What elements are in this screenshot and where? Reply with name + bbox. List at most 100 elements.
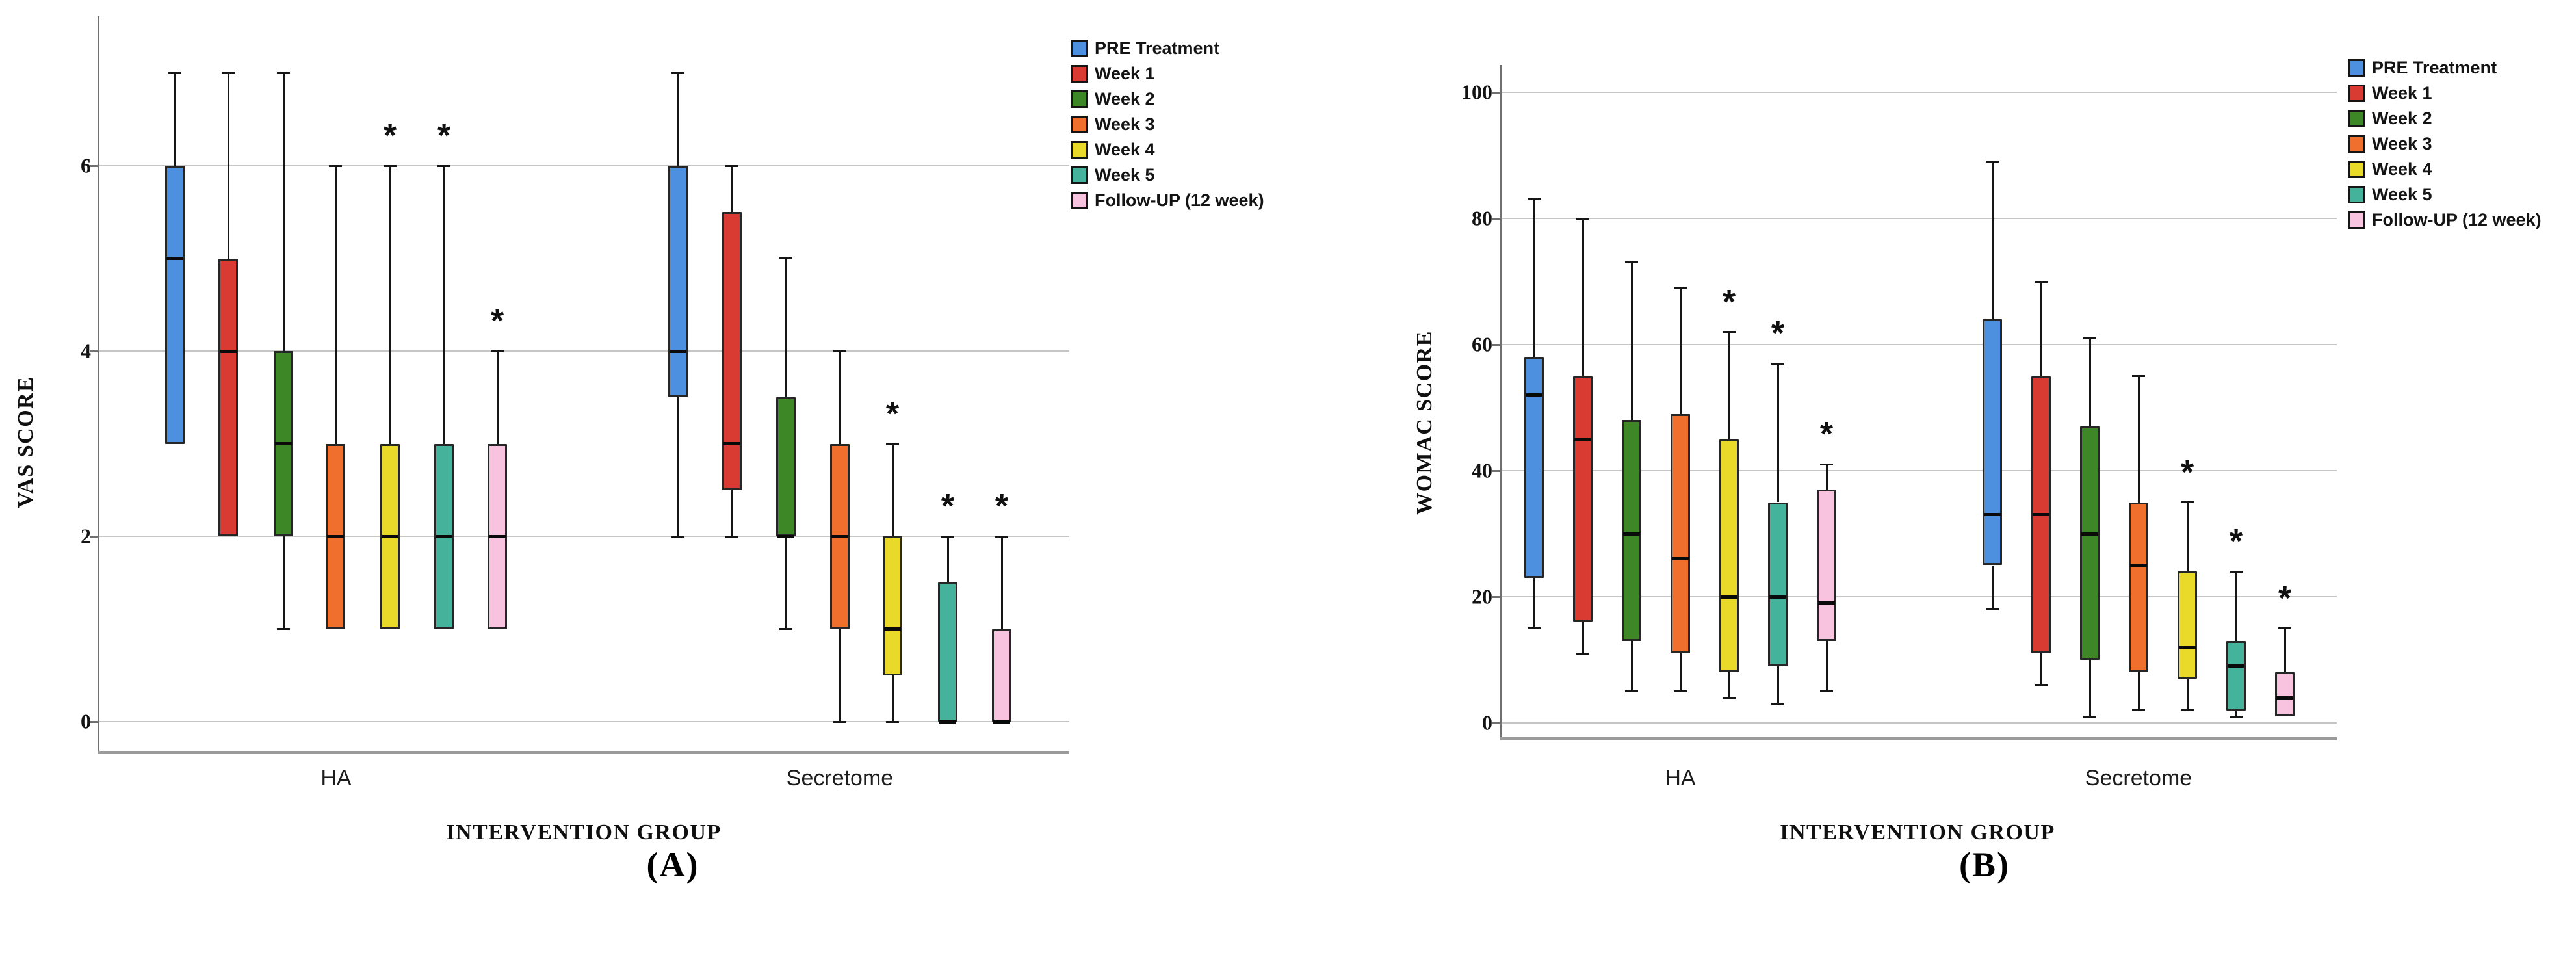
panel-a-y-tick-2 <box>90 535 99 538</box>
panel-a-y-tick-label-4: 4 <box>81 339 91 363</box>
panel-b-category-label-secretome: Secretome <box>2085 766 2192 791</box>
whisker-lower-panel-b-ha-pre-treatment <box>1533 577 1535 629</box>
median-panel-b-secretome-week-2 <box>2081 532 2098 536</box>
panel-b-y-tick-label-60: 60 <box>1472 332 1492 356</box>
whisker-upper-panel-b-ha-week-5 <box>1776 363 1779 503</box>
box-panel-a-secretome-week-2 <box>776 397 796 536</box>
panel-b-legend-swatch-week-4 <box>2348 161 2365 178</box>
box-panel-b-secretome-week-4 <box>2178 571 2197 679</box>
panel-b-legend: PRE Treatment Week 1 Week 2 Week 3 Week 4 Wee… <box>2348 55 2542 233</box>
whisker-lower-panel-b-secretome-week-5 <box>2235 710 2237 717</box>
panel-b-gridline-0 <box>1502 722 2337 724</box>
panel-a-legend-swatch-week-2 <box>1071 90 1088 108</box>
whisker-upper-panel-b-secretome-week-3 <box>2137 376 2140 503</box>
whisker-upper-panel-b-ha-week-1 <box>1581 218 1584 376</box>
whisker-cap-lower-panel-a-secretome-pre-treatment <box>671 535 684 538</box>
whisker-upper-panel-a-ha-week-2 <box>282 73 285 351</box>
panel-b-y-tick-40 <box>1492 469 1502 472</box>
whisker-upper-panel-b-secretome-week-5 <box>2235 571 2237 641</box>
whisker-cap-lower-panel-b-ha-week-2 <box>1625 690 1638 692</box>
whisker-upper-panel-a-secretome-week-5 <box>946 536 949 583</box>
whisker-cap-upper-panel-b-secretome-week-4 <box>2181 501 2194 503</box>
box-panel-a-secretome-week-5 <box>938 582 957 722</box>
panel-a-legend-swatch-week-1 <box>1071 65 1088 83</box>
panel-b-legend-item-week-1: Week 1 <box>2348 81 2542 106</box>
whisker-cap-lower-panel-a-secretome-week-2 <box>779 628 792 630</box>
whisker-cap-upper-panel-a-ha-week-2 <box>277 72 290 74</box>
whisker-cap-lower-panel-b-secretome-week-2 <box>2083 715 2096 718</box>
panel-a-y-tick-6 <box>90 164 99 167</box>
panel-b-gridline-80 <box>1502 218 2337 219</box>
panel-a-legend-swatch-pre-treatment <box>1071 40 1088 57</box>
whisker-cap-upper-panel-a-secretome-week-3 <box>833 350 846 352</box>
panel-b-y-tick-label-20: 20 <box>1472 584 1492 608</box>
panel-b-legend-item-week-3: Week 3 <box>2348 131 2542 157</box>
whisker-upper-panel-a-ha-week-3 <box>334 166 337 444</box>
significance-asterisk-panel-b-secretome-week-5: * <box>2229 523 2243 561</box>
median-panel-b-secretome-week-1 <box>2033 513 2049 517</box>
panel-a-legend-item-week-3: Week 3 <box>1071 112 1264 137</box>
panel-b-legend-label-week-3: Week 3 <box>2372 134 2432 153</box>
panel-b-legend-item-week-5: Week 5 <box>2348 182 2542 207</box>
panel-a-legend-item-week-2: Week 2 <box>1071 86 1264 112</box>
whisker-lower-panel-b-secretome-week-4 <box>2186 679 2189 711</box>
panel-a-gridline-2 <box>99 536 1069 537</box>
panel-b-y-tick-100 <box>1492 91 1502 94</box>
median-panel-b-secretome-week-5 <box>2228 664 2244 668</box>
box-panel-b-ha-week-2 <box>1622 420 1641 641</box>
panel-a-legend-swatch-follow-up-12-week <box>1071 192 1088 209</box>
panel-b-y-tick-80 <box>1492 217 1502 220</box>
whisker-upper-panel-a-ha-week-1 <box>227 73 229 259</box>
box-panel-b-ha-pre-treatment <box>1524 357 1544 578</box>
whisker-upper-panel-b-secretome-week-1 <box>2040 281 2042 376</box>
box-panel-b-ha-week-4 <box>1719 439 1739 673</box>
whisker-cap-lower-panel-b-ha-week-5 <box>1771 703 1784 705</box>
panel-b-legend-swatch-week-3 <box>2348 135 2365 153</box>
box-panel-b-ha-week-3 <box>1671 413 1690 654</box>
significance-asterisk-panel-b-secretome-week-4: * <box>2180 453 2194 491</box>
panel-a-y-axis-title: VAS SCORE <box>14 376 38 508</box>
median-panel-b-ha-week-2 <box>1623 532 1640 536</box>
whisker-cap-upper-panel-a-secretome-week-2 <box>779 257 792 259</box>
whisker-cap-upper-panel-a-secretome-week-4 <box>886 443 899 445</box>
panel-a-legend-swatch-week-3 <box>1071 116 1088 133</box>
whisker-cap-lower-panel-b-ha-week-3 <box>1674 690 1687 692</box>
panel-b-gridline-20 <box>1502 596 2337 597</box>
whisker-upper-panel-b-ha-week-4 <box>1728 332 1730 439</box>
whisker-upper-panel-a-secretome-follow-up-12-week <box>1000 536 1003 629</box>
whisker-lower-panel-b-ha-week-2 <box>1630 640 1633 692</box>
whisker-upper-panel-b-ha-follow-up-12-week <box>1825 464 1828 490</box>
median-panel-a-secretome-follow-up-12-week <box>993 720 1010 724</box>
whisker-lower-panel-b-ha-week-5 <box>1776 666 1779 704</box>
median-panel-a-ha-week-1 <box>220 349 237 353</box>
whisker-upper-panel-a-secretome-pre-treatment <box>677 73 679 166</box>
median-panel-b-secretome-week-3 <box>2130 564 2147 567</box>
median-panel-a-secretome-week-3 <box>831 534 848 538</box>
whisker-cap-lower-panel-b-ha-week-1 <box>1576 652 1589 655</box>
median-panel-b-ha-pre-treatment <box>1526 393 1542 397</box>
whisker-cap-upper-panel-b-secretome-pre-treatment <box>1986 161 1999 163</box>
panel-a-category-label-secretome: Secretome <box>786 766 894 791</box>
whisker-lower-panel-b-secretome-pre-treatment <box>1991 565 1994 610</box>
whisker-cap-upper-panel-a-secretome-week-1 <box>725 164 738 167</box>
whisker-cap-upper-panel-b-ha-week-1 <box>1576 217 1589 220</box>
whisker-lower-panel-b-ha-week-1 <box>1581 621 1584 654</box>
panel-b-legend-item-week-2: Week 2 <box>2348 106 2542 131</box>
panel-b-legend-swatch-week-1 <box>2348 85 2365 102</box>
panel-a-y-tick-label-2: 2 <box>81 524 91 548</box>
whisker-cap-upper-panel-a-ha-pre-treatment <box>168 72 181 74</box>
median-panel-b-secretome-pre-treatment <box>1984 513 2001 517</box>
panel-a-legend-label-week-1: Week 1 <box>1095 64 1155 83</box>
median-panel-b-secretome-week-4 <box>2179 646 2196 649</box>
whisker-lower-panel-a-secretome-week-1 <box>731 490 733 536</box>
whisker-lower-panel-a-secretome-pre-treatment <box>677 397 679 536</box>
significance-asterisk-panel-a-secretome-follow-up-12-week: * <box>995 488 1009 525</box>
whisker-cap-upper-panel-a-secretome-follow-up-12-week <box>995 535 1008 538</box>
panel-b-caption: (B) <box>1959 845 2010 884</box>
whisker-cap-upper-panel-b-secretome-week-2 <box>2083 337 2096 339</box>
panel-a-legend-swatch-week-4 <box>1071 141 1088 159</box>
median-panel-b-ha-week-5 <box>1769 595 1786 599</box>
whisker-cap-lower-panel-b-ha-pre-treatment <box>1528 627 1541 629</box>
panel-b-y-tick-label-0: 0 <box>1482 711 1492 735</box>
whisker-cap-upper-panel-a-secretome-pre-treatment <box>671 72 684 74</box>
